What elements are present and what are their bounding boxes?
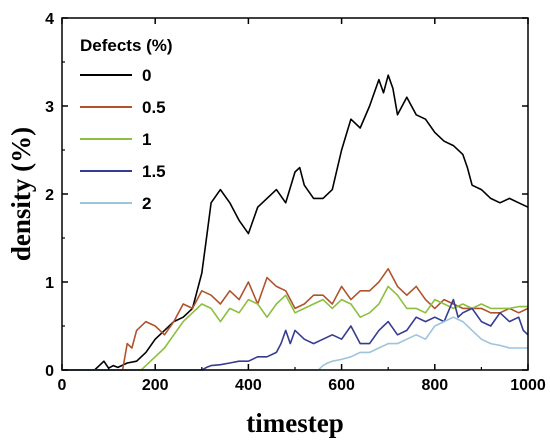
x-tick-label: 0 [58, 377, 67, 394]
x-tick-label: 200 [142, 377, 169, 394]
y-tick-label: 1 [45, 275, 54, 292]
x-tick-label: 800 [421, 377, 448, 394]
x-tick-label: 600 [328, 377, 355, 394]
legend-label-4: 2 [142, 194, 151, 213]
series-layer [62, 74, 529, 371]
x-tick-label: 400 [235, 377, 262, 394]
y-tick-label: 0 [45, 363, 54, 380]
x-axis-title: timestep [246, 408, 343, 438]
y-tick-label: 2 [45, 187, 54, 204]
legend-label-0: 0 [142, 66, 151, 85]
series-line-4 [62, 316, 528, 371]
series-line-0 [62, 74, 529, 371]
series-line-1 [62, 267, 529, 371]
legend-title: Defects (%) [80, 36, 173, 55]
legend-label-3: 1.5 [142, 162, 166, 181]
legend-label-1: 0.5 [142, 98, 166, 117]
ticks-layer: 0 200 400 600 800 1000 0 1 2 3 4 [45, 11, 546, 394]
y-axis-title: density (%) [6, 127, 36, 261]
series-line-3 [62, 298, 529, 371]
y-tick-label: 4 [45, 11, 54, 28]
legend: Defects (%) 0 0.5 1 1.5 2 [80, 36, 173, 213]
series-line-2 [62, 285, 528, 371]
x-tick-label: 1000 [510, 377, 546, 394]
legend-label-2: 1 [142, 130, 151, 149]
y-tick-label: 3 [45, 99, 54, 116]
